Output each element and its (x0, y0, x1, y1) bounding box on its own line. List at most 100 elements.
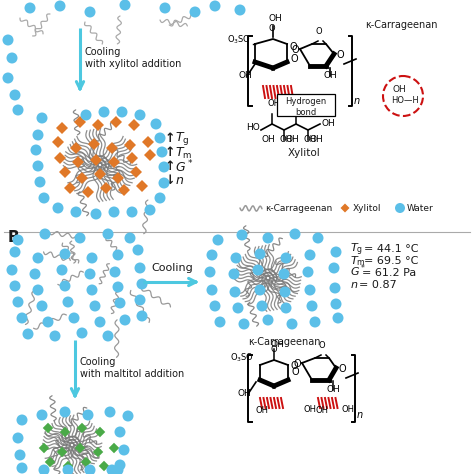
Polygon shape (128, 119, 140, 131)
Circle shape (2, 35, 13, 46)
Circle shape (112, 282, 124, 292)
Text: O: O (269, 24, 275, 33)
Circle shape (22, 328, 34, 339)
Circle shape (330, 246, 341, 257)
Text: Cooling
with xylitol addition: Cooling with xylitol addition (85, 47, 182, 69)
Polygon shape (109, 443, 119, 453)
Polygon shape (57, 447, 67, 457)
Text: OH: OH (312, 105, 326, 114)
Polygon shape (93, 447, 103, 457)
Circle shape (330, 299, 341, 310)
Circle shape (310, 317, 320, 328)
Text: O: O (292, 367, 300, 377)
Circle shape (33, 161, 44, 172)
Polygon shape (144, 149, 156, 161)
Circle shape (36, 301, 47, 311)
Circle shape (53, 202, 64, 213)
Circle shape (127, 207, 137, 218)
Circle shape (12, 297, 24, 308)
Polygon shape (70, 142, 82, 154)
Circle shape (117, 107, 128, 118)
Polygon shape (77, 423, 87, 433)
Text: κ-Carrageenan: κ-Carrageenan (265, 204, 332, 213)
Text: OH: OH (271, 340, 285, 349)
Text: O: O (292, 45, 300, 55)
Text: = 61.2 Pa: = 61.2 Pa (362, 268, 416, 278)
Circle shape (17, 414, 27, 426)
Text: B: B (8, 230, 19, 245)
Circle shape (207, 249, 218, 261)
Text: n: n (354, 96, 360, 106)
Text: O: O (291, 54, 299, 64)
Circle shape (286, 319, 298, 329)
Circle shape (329, 283, 340, 293)
Circle shape (107, 465, 118, 474)
Circle shape (9, 281, 20, 292)
Text: = 44.1 °C: = 44.1 °C (364, 244, 419, 254)
Text: HO: HO (246, 123, 260, 132)
Circle shape (210, 301, 220, 311)
Circle shape (74, 233, 85, 244)
Circle shape (253, 264, 264, 275)
Circle shape (9, 90, 20, 100)
Circle shape (158, 162, 170, 173)
Text: OH: OH (239, 71, 253, 80)
Circle shape (35, 176, 46, 188)
Circle shape (29, 268, 40, 280)
Polygon shape (118, 184, 130, 196)
Circle shape (228, 268, 239, 280)
Circle shape (36, 112, 47, 124)
Polygon shape (136, 180, 148, 192)
Circle shape (99, 107, 109, 118)
Text: $T_\mathrm{g}$: $T_\mathrm{g}$ (350, 241, 363, 258)
Circle shape (263, 233, 273, 244)
Polygon shape (112, 172, 124, 184)
Circle shape (238, 319, 249, 329)
Text: O: O (271, 345, 278, 354)
Circle shape (304, 284, 316, 295)
Polygon shape (81, 457, 91, 467)
Text: $G^*$: $G^*$ (175, 159, 193, 175)
Circle shape (281, 302, 292, 313)
Polygon shape (56, 122, 68, 134)
Polygon shape (130, 166, 142, 178)
Polygon shape (39, 443, 49, 453)
Circle shape (38, 192, 49, 203)
Polygon shape (76, 172, 88, 184)
Polygon shape (74, 116, 86, 128)
Circle shape (12, 432, 24, 444)
Circle shape (135, 263, 146, 273)
Circle shape (304, 249, 316, 261)
Circle shape (122, 410, 134, 421)
Circle shape (102, 330, 113, 341)
Circle shape (90, 301, 100, 311)
Circle shape (81, 109, 91, 120)
Text: O: O (294, 359, 301, 369)
Circle shape (43, 317, 54, 328)
Text: $\mathrm{O_3SO}$: $\mathrm{O_3SO}$ (227, 33, 251, 46)
Circle shape (7, 53, 18, 64)
Circle shape (256, 301, 267, 311)
Circle shape (112, 465, 124, 474)
Text: Cooling: Cooling (152, 263, 193, 273)
Circle shape (263, 315, 273, 326)
Circle shape (39, 228, 51, 239)
Text: O: O (291, 361, 299, 371)
Circle shape (76, 328, 88, 338)
Circle shape (312, 233, 323, 244)
Polygon shape (108, 156, 120, 168)
Circle shape (12, 235, 24, 246)
Circle shape (2, 73, 13, 83)
Circle shape (115, 427, 126, 438)
Text: OH: OH (316, 406, 329, 415)
Text: Cooling
with maltitol addition: Cooling with maltitol addition (80, 357, 184, 379)
Text: O: O (339, 364, 346, 374)
Polygon shape (340, 203, 349, 212)
Circle shape (281, 253, 292, 264)
Polygon shape (92, 119, 104, 131)
Circle shape (328, 263, 339, 273)
Circle shape (119, 0, 130, 10)
Polygon shape (52, 136, 64, 148)
Circle shape (145, 204, 155, 216)
Circle shape (71, 207, 82, 218)
